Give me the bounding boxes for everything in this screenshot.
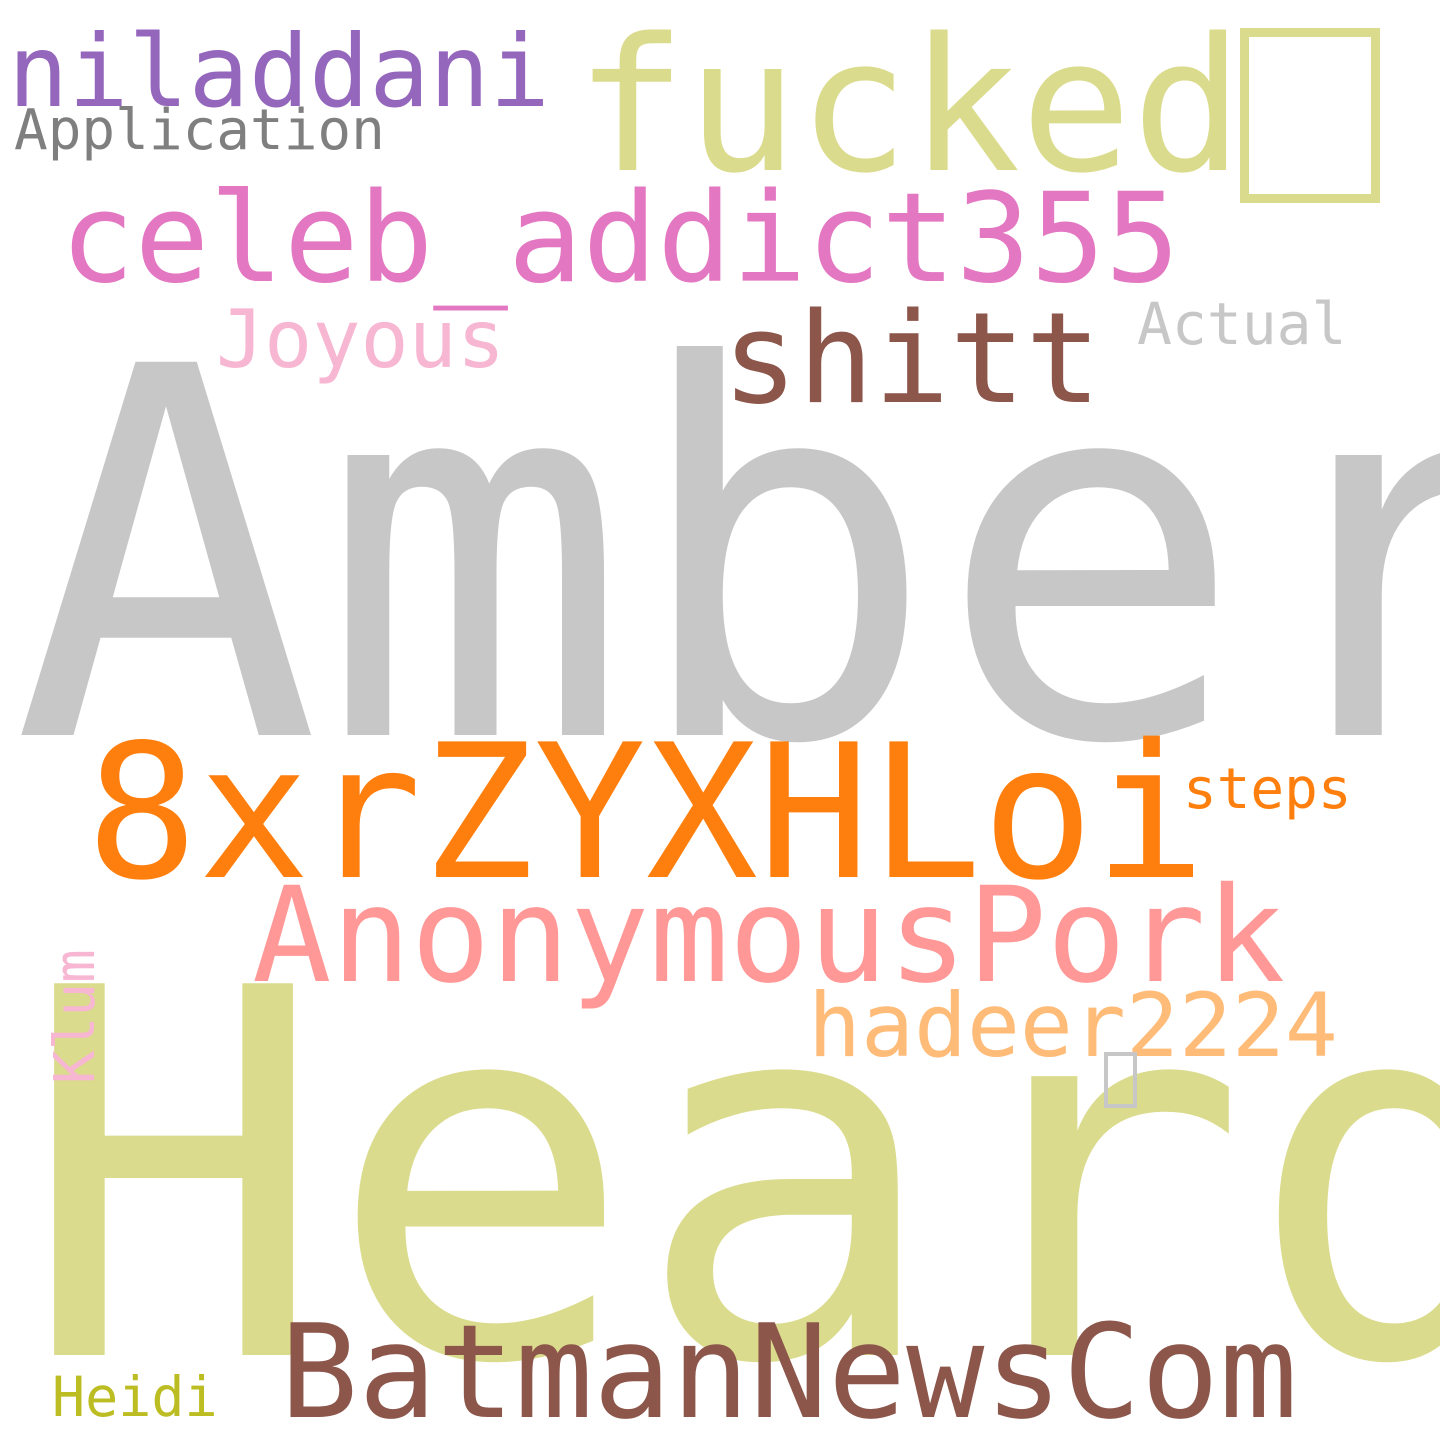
word-actual: Actual xyxy=(1137,290,1347,358)
word-shitt: shitt xyxy=(722,285,1102,432)
word-anonymouspork: AnonymousPork xyxy=(252,859,1286,1013)
word-8xrzyxhloi: 8xrZYXHLoi xyxy=(86,704,1206,921)
word-heard: Heard xyxy=(20,883,1440,1440)
fucked-missing-glyph-icon xyxy=(1240,28,1380,203)
word-hadeer2224: hadeer2224 xyxy=(808,974,1338,1077)
word-niladdani: niladdani xyxy=(8,13,550,130)
word-application: Application xyxy=(14,98,385,163)
word-fucked: fucked xyxy=(575,0,1244,214)
word-klum: Klum xyxy=(43,949,108,1084)
small-missing-glyph-icon xyxy=(1104,1052,1137,1108)
word-steps: steps xyxy=(1183,757,1352,822)
word-batmannewscom: BatmanNewsCom xyxy=(280,1296,1298,1440)
word-amber: Amber xyxy=(12,260,1440,856)
word-celeb-addict355: celeb_addict355 xyxy=(60,167,1180,311)
word-heidi: Heidi xyxy=(52,1365,218,1429)
word-joyous: Joyous xyxy=(216,293,505,386)
